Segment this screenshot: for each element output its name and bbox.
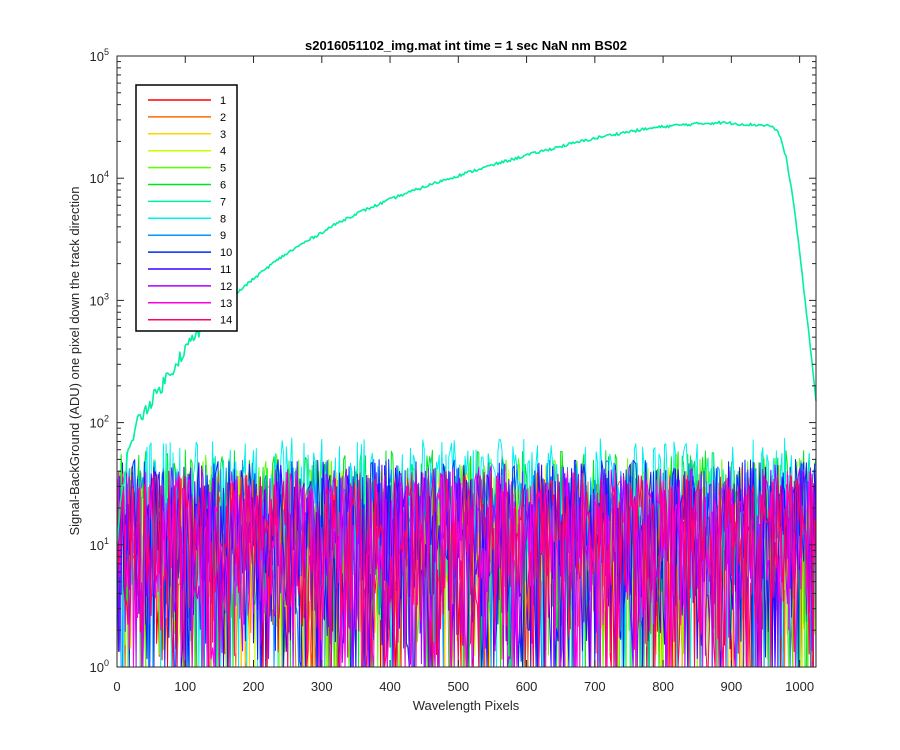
legend-label-3: 3 [220, 129, 226, 141]
x-tick-label: 400 [379, 679, 401, 694]
x-tick-label: 200 [243, 679, 265, 694]
y-tick-label: 103 [90, 291, 109, 308]
legend-label-13: 13 [220, 298, 232, 310]
y-tick-label: 102 [90, 414, 109, 431]
y-tick-label: 104 [90, 169, 109, 186]
x-tick-label: 900 [721, 679, 743, 694]
y-tick-label: 105 [90, 47, 109, 64]
y-tick-label: 100 [90, 658, 109, 675]
legend-label-10: 10 [220, 247, 232, 259]
x-tick-label: 1000 [785, 679, 814, 694]
x-tick-label: 0 [113, 679, 120, 694]
legend-label-2: 2 [220, 112, 226, 124]
series-layer [116, 120, 817, 668]
x-tick-label: 100 [174, 679, 196, 694]
legend-box [135, 84, 238, 332]
legend-label-6: 6 [220, 180, 226, 192]
legend-label-1: 1 [220, 95, 226, 107]
series-line-14 [116, 470, 817, 668]
legend-label-8: 8 [220, 213, 226, 225]
legend-label-7: 7 [220, 196, 226, 208]
legend-label-4: 4 [220, 146, 226, 158]
legend-label-11: 11 [220, 264, 231, 276]
x-tick-label: 500 [447, 679, 469, 694]
y-axis-label: Signal-BackGround (ADU) one pixel down t… [67, 186, 82, 535]
x-tick-label: 700 [584, 679, 606, 694]
legend-label-9: 9 [220, 230, 226, 242]
x-tick-label: 300 [311, 679, 333, 694]
y-tick-label: 101 [90, 536, 109, 553]
x-tick-label: 800 [652, 679, 674, 694]
chart-title: s2016051102_img.mat int time = 1 sec NaN… [305, 38, 627, 53]
axes: 0 100 200 300 400 500 600 700 800 900 100010010110… [90, 47, 816, 694]
legend-label-12: 12 [220, 281, 232, 293]
x-tick-label: 600 [516, 679, 538, 694]
plot-frame [116, 55, 817, 668]
x-axis-label: Wavelength Pixels [413, 698, 520, 713]
legend-label-5: 5 [220, 163, 226, 175]
legend-label-14: 14 [220, 315, 232, 327]
